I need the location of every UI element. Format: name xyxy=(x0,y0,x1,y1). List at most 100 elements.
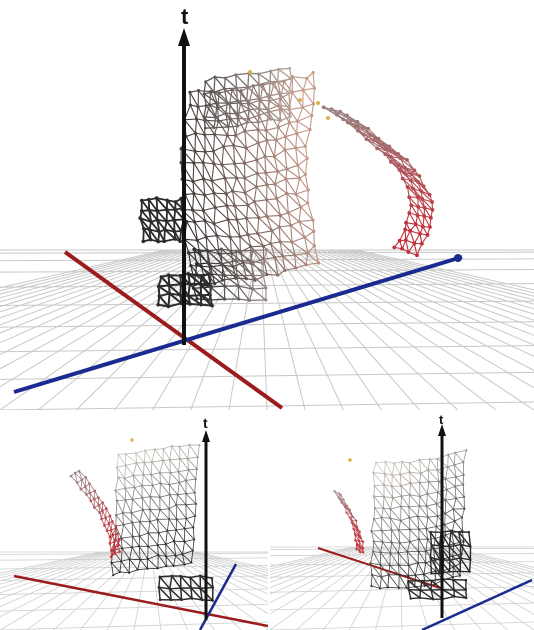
mesh-edge xyxy=(248,109,259,123)
grid-line xyxy=(0,551,126,608)
mesh-node xyxy=(345,120,350,125)
mesh-edge xyxy=(202,195,206,211)
mesh-edge xyxy=(204,104,211,121)
mesh-edge xyxy=(400,485,403,497)
grid-line xyxy=(434,546,534,580)
mesh-node xyxy=(164,555,168,558)
mesh-edge xyxy=(193,249,198,265)
mesh-edge xyxy=(389,145,399,155)
mesh-edge xyxy=(149,521,160,534)
mesh-edge xyxy=(236,219,249,235)
mesh-edge xyxy=(373,517,382,520)
mesh-edge xyxy=(258,108,269,111)
mesh-edge xyxy=(236,219,241,237)
mesh-node xyxy=(211,149,216,153)
mesh-edge xyxy=(278,104,290,108)
mesh-node xyxy=(446,465,449,468)
mesh-edge xyxy=(165,543,176,556)
mesh-edge xyxy=(244,192,249,206)
mesh-edge xyxy=(258,84,270,97)
mesh-edge xyxy=(226,205,229,220)
main-3d-view[interactable]: t xyxy=(0,0,534,410)
mesh-node xyxy=(193,131,198,135)
mesh-edge xyxy=(192,288,198,299)
mesh-node xyxy=(452,507,455,511)
mesh-edge xyxy=(279,241,284,257)
grid-line xyxy=(320,249,534,328)
mesh-edge xyxy=(452,575,461,578)
mesh-node xyxy=(417,550,420,553)
mesh-edge xyxy=(182,554,192,563)
mesh-node xyxy=(203,150,207,154)
mesh-edge xyxy=(406,586,415,589)
mesh-edge xyxy=(190,303,202,306)
left-view-canvas: t xyxy=(0,415,268,630)
mesh-edge xyxy=(179,482,187,494)
mesh-edge xyxy=(423,562,427,575)
mesh-edge xyxy=(158,530,168,534)
mesh-edge xyxy=(271,230,281,243)
mesh-edge xyxy=(408,517,420,530)
mesh-edge xyxy=(150,496,160,498)
mesh-edge xyxy=(121,536,133,539)
mesh-edge xyxy=(406,575,409,588)
mesh-edge xyxy=(278,104,291,117)
mesh-edge xyxy=(445,499,454,510)
mesh-edge xyxy=(178,458,181,472)
mesh-edge xyxy=(237,109,250,115)
mesh-node xyxy=(418,481,421,484)
mesh-node xyxy=(234,176,239,180)
mesh-node xyxy=(393,462,396,465)
mesh-node xyxy=(243,129,247,133)
mesh-edge xyxy=(421,580,432,591)
mesh-edge xyxy=(131,509,143,514)
mesh-edge xyxy=(391,463,395,476)
mesh-edge xyxy=(295,178,301,195)
mesh-edge xyxy=(122,512,124,525)
mesh-node xyxy=(233,162,237,166)
mesh-edge xyxy=(381,517,392,531)
mesh-edge xyxy=(193,286,211,289)
mesh-edge xyxy=(382,541,392,543)
mesh-edge xyxy=(274,178,287,185)
grid-line xyxy=(269,249,344,410)
mesh-edge xyxy=(116,499,126,502)
mesh-edge xyxy=(401,461,410,473)
mesh-edge xyxy=(170,472,180,483)
mesh-node xyxy=(265,272,269,277)
mesh-edge xyxy=(124,475,134,479)
mesh-edge xyxy=(151,460,164,463)
mesh-edge xyxy=(409,471,421,474)
mesh-edge xyxy=(399,229,406,241)
mesh-node xyxy=(193,491,196,494)
mesh-node xyxy=(428,458,432,461)
mesh-node xyxy=(364,137,369,142)
mesh-node xyxy=(192,526,195,529)
mesh-edge xyxy=(292,76,307,79)
mesh-node xyxy=(214,116,218,119)
mesh-node xyxy=(297,176,302,180)
mesh-node xyxy=(438,544,441,547)
mesh-node xyxy=(84,475,88,479)
mesh-edge xyxy=(187,444,190,459)
mesh-node xyxy=(311,102,316,106)
mesh-edge xyxy=(387,574,390,588)
left-3d-view[interactable]: t xyxy=(0,412,268,630)
mesh-edge xyxy=(408,588,421,599)
mesh-edge xyxy=(312,88,315,104)
mesh-node xyxy=(198,574,202,578)
mesh-edge xyxy=(168,274,182,285)
grid-line xyxy=(0,551,123,600)
mesh-edge xyxy=(304,146,308,159)
right-3d-view[interactable]: t xyxy=(270,412,534,630)
mesh-node xyxy=(173,207,178,212)
grid-line xyxy=(0,552,268,555)
mesh-edge xyxy=(409,230,415,244)
mesh-edge xyxy=(291,91,304,108)
mesh-edge xyxy=(132,535,140,538)
grid-line xyxy=(425,546,534,596)
mesh-node xyxy=(283,268,287,272)
mesh-node xyxy=(246,232,250,237)
mesh-edge xyxy=(125,487,135,489)
mesh-node xyxy=(187,468,190,472)
